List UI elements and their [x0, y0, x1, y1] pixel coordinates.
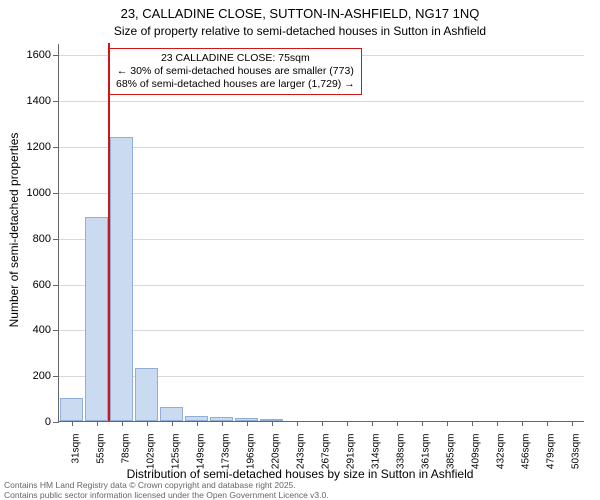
annotation-box: 23 CALLADINE CLOSE: 75sqm ← 30% of semi-… [109, 48, 362, 95]
x-tick-label: 196sqm [245, 434, 256, 470]
x-tick [122, 421, 123, 426]
grid-line [59, 285, 584, 286]
y-tick-label: 1000 [27, 187, 51, 199]
x-tick-label: 503sqm [571, 434, 582, 470]
y-tick-label: 1200 [27, 141, 51, 153]
histogram-bar [85, 217, 108, 421]
grid-line [59, 147, 584, 148]
x-tick-label: 432sqm [496, 434, 507, 470]
y-tick-label: 1600 [27, 49, 51, 61]
x-tick [322, 421, 323, 426]
histogram-bar [235, 418, 258, 421]
x-tick [247, 421, 248, 426]
x-tick-label: 220sqm [270, 434, 281, 470]
annotation-line2: ← 30% of semi-detached houses are smalle… [116, 65, 355, 78]
x-tick-label: 125sqm [170, 434, 181, 470]
x-tick-label: 409sqm [471, 434, 482, 470]
histogram-bar [260, 419, 283, 421]
y-tick [53, 239, 59, 240]
y-tick [53, 376, 59, 377]
annotation-line3: 68% of semi-detached houses are larger (… [116, 78, 355, 91]
x-tick [472, 421, 473, 426]
x-tick-label: 361sqm [421, 434, 432, 470]
y-tick-label: 600 [33, 279, 51, 291]
x-tick [572, 421, 573, 426]
y-tick [53, 422, 59, 423]
chart-title-sub: Size of property relative to semi-detach… [0, 24, 600, 38]
y-tick [53, 330, 59, 331]
x-tick [72, 421, 73, 426]
histogram-bar [185, 416, 208, 421]
y-tick [53, 55, 59, 56]
y-tick-label: 800 [33, 233, 51, 245]
x-tick-label: 314sqm [371, 434, 382, 470]
x-tick-label: 78sqm [120, 434, 131, 464]
x-tick-label: 338sqm [396, 434, 407, 470]
x-tick-label: 149sqm [195, 434, 206, 470]
x-tick [172, 421, 173, 426]
histogram-bar [160, 407, 183, 421]
x-axis-title: Distribution of semi-detached houses by … [0, 467, 600, 481]
x-tick [347, 421, 348, 426]
x-tick-label: 243sqm [295, 434, 306, 470]
x-tick [547, 421, 548, 426]
chart-container: 23, CALLADINE CLOSE, SUTTON-IN-ASHFIELD,… [0, 0, 600, 500]
plot-area: 0200400600800100012001400160031sqm55sqm7… [58, 44, 584, 422]
grid-line [59, 330, 584, 331]
y-tick [53, 101, 59, 102]
x-tick [147, 421, 148, 426]
marker-line [108, 43, 110, 421]
x-tick-label: 456sqm [521, 434, 532, 470]
y-tick [53, 147, 59, 148]
grid-line [59, 193, 584, 194]
x-tick-label: 102sqm [145, 434, 156, 470]
x-tick [447, 421, 448, 426]
footer-line2: Contains public sector information licen… [4, 491, 329, 500]
chart-title-main: 23, CALLADINE CLOSE, SUTTON-IN-ASHFIELD,… [0, 6, 600, 21]
grid-line [59, 101, 584, 102]
y-tick [53, 193, 59, 194]
x-tick [522, 421, 523, 426]
y-tick-label: 200 [33, 370, 51, 382]
x-tick [397, 421, 398, 426]
x-tick-label: 291sqm [346, 434, 357, 470]
y-tick-label: 1400 [27, 95, 51, 107]
y-tick-label: 0 [45, 416, 51, 428]
x-tick-label: 55sqm [95, 434, 106, 464]
x-tick [97, 421, 98, 426]
x-tick [297, 421, 298, 426]
y-tick [53, 285, 59, 286]
histogram-bar [60, 398, 83, 421]
y-axis-title: Number of semi-detached properties [7, 133, 21, 328]
annotation-line1: 23 CALLADINE CLOSE: 75sqm [116, 52, 355, 65]
chart-footer: Contains HM Land Registry data © Crown c… [4, 481, 329, 500]
x-tick-label: 173sqm [220, 434, 231, 470]
grid-line [59, 239, 584, 240]
x-tick-label: 385sqm [446, 434, 457, 470]
x-tick [222, 421, 223, 426]
histogram-bar [210, 417, 233, 421]
x-tick [497, 421, 498, 426]
x-tick-label: 267sqm [321, 434, 332, 470]
histogram-bar [135, 368, 158, 421]
x-tick [422, 421, 423, 426]
x-tick [272, 421, 273, 426]
x-tick-label: 31sqm [70, 434, 81, 464]
x-tick [197, 421, 198, 426]
histogram-bar [110, 137, 133, 421]
y-tick-label: 400 [33, 324, 51, 336]
x-tick-label: 479sqm [546, 434, 557, 470]
x-tick [372, 421, 373, 426]
